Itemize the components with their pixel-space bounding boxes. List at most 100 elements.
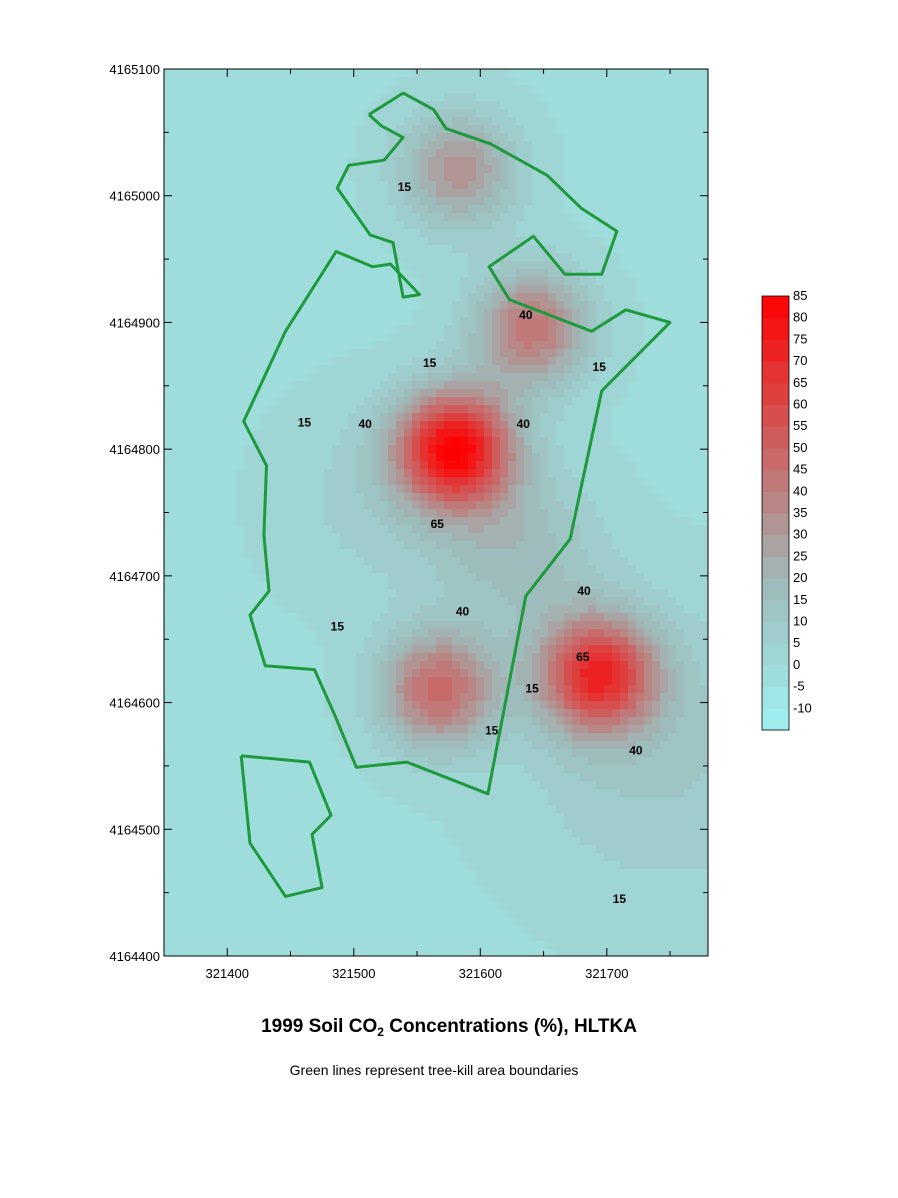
- field-cell: [396, 149, 405, 158]
- field-cell: [204, 765, 213, 774]
- field-cell: [204, 181, 213, 190]
- field-cell: [188, 613, 197, 622]
- field-cell: [308, 357, 317, 366]
- field-cell: [348, 893, 357, 902]
- field-cell: [244, 517, 253, 526]
- field-cell: [332, 453, 341, 462]
- field-cell: [412, 845, 421, 854]
- field-cell: [492, 397, 501, 406]
- field-cell: [332, 709, 341, 718]
- field-cell: [500, 869, 509, 878]
- field-cell: [292, 933, 301, 942]
- field-cell: [252, 373, 261, 382]
- field-cell: [500, 357, 509, 366]
- field-cell: [252, 317, 261, 326]
- field-cell: [180, 109, 189, 118]
- field-cell: [204, 189, 213, 198]
- field-cell: [236, 805, 245, 814]
- field-cell: [452, 85, 461, 94]
- field-cell: [292, 925, 301, 934]
- field-cell: [236, 501, 245, 510]
- field-cell: [396, 917, 405, 926]
- field-cell: [476, 349, 485, 358]
- field-cell: [284, 733, 293, 742]
- field-cell: [284, 741, 293, 750]
- field-cell: [484, 485, 493, 494]
- field-cell: [348, 389, 357, 398]
- field-cell: [348, 709, 357, 718]
- field-cell: [380, 525, 389, 534]
- field-cell: [260, 413, 269, 422]
- field-cell: [500, 301, 509, 310]
- field-cell: [500, 525, 509, 534]
- field-cell: [444, 301, 453, 310]
- field-cell: [212, 469, 221, 478]
- field-cell: [236, 933, 245, 942]
- field-cell: [396, 933, 405, 942]
- field-cell: [468, 333, 477, 342]
- field-cell: [204, 549, 213, 558]
- field-cell: [172, 669, 181, 678]
- field-cell: [460, 693, 469, 702]
- field-cell: [436, 565, 445, 574]
- field-cell: [340, 437, 349, 446]
- field-cell: [292, 229, 301, 238]
- field-cell: [300, 301, 309, 310]
- field-cell: [492, 221, 501, 230]
- field-cell: [284, 845, 293, 854]
- field-cell: [452, 597, 461, 606]
- field-cell: [252, 165, 261, 174]
- field-cell: [412, 501, 421, 510]
- field-cell: [180, 533, 189, 542]
- field-cell: [260, 237, 269, 246]
- field-cell: [500, 389, 509, 398]
- field-cell: [236, 637, 245, 646]
- field-cell: [340, 725, 349, 734]
- field-cell: [460, 317, 469, 326]
- field-cell: [484, 597, 493, 606]
- field-cell: [196, 637, 205, 646]
- field-cell: [436, 109, 445, 118]
- field-cell: [164, 293, 173, 302]
- field-cell: [508, 309, 517, 318]
- field-cell: [364, 389, 373, 398]
- field-cell: [460, 181, 469, 190]
- field-cell: [340, 533, 349, 542]
- field-cell: [388, 181, 397, 190]
- field-cell: [380, 253, 389, 262]
- field-cell: [348, 165, 357, 174]
- field-cell: [332, 413, 341, 422]
- field-cell: [492, 669, 501, 678]
- field-cell: [188, 837, 197, 846]
- field-cell: [460, 229, 469, 238]
- field-cell: [332, 741, 341, 750]
- field-cell: [268, 429, 277, 438]
- field-cell: [348, 397, 357, 406]
- field-cell: [444, 373, 453, 382]
- field-cell: [452, 701, 461, 710]
- field-cell: [460, 125, 469, 134]
- field-cell: [316, 685, 325, 694]
- field-cell: [164, 373, 173, 382]
- field-cell: [236, 293, 245, 302]
- field-cell: [428, 877, 437, 886]
- field-cell: [244, 885, 253, 894]
- field-cell: [356, 269, 365, 278]
- field-cell: [276, 405, 285, 414]
- field-cell: [492, 125, 501, 134]
- field-cell: [172, 253, 181, 262]
- field-cell: [356, 149, 365, 158]
- field-cell: [308, 621, 317, 630]
- field-cell: [508, 893, 517, 902]
- field-cell: [380, 373, 389, 382]
- field-cell: [396, 445, 405, 454]
- field-cell: [476, 677, 485, 686]
- field-cell: [492, 349, 501, 358]
- field-cell: [372, 557, 381, 566]
- field-cell: [420, 605, 429, 614]
- field-cell: [228, 917, 237, 926]
- field-cell: [228, 845, 237, 854]
- field-cell: [372, 173, 381, 182]
- field-cell: [396, 461, 405, 470]
- field-cell: [292, 565, 301, 574]
